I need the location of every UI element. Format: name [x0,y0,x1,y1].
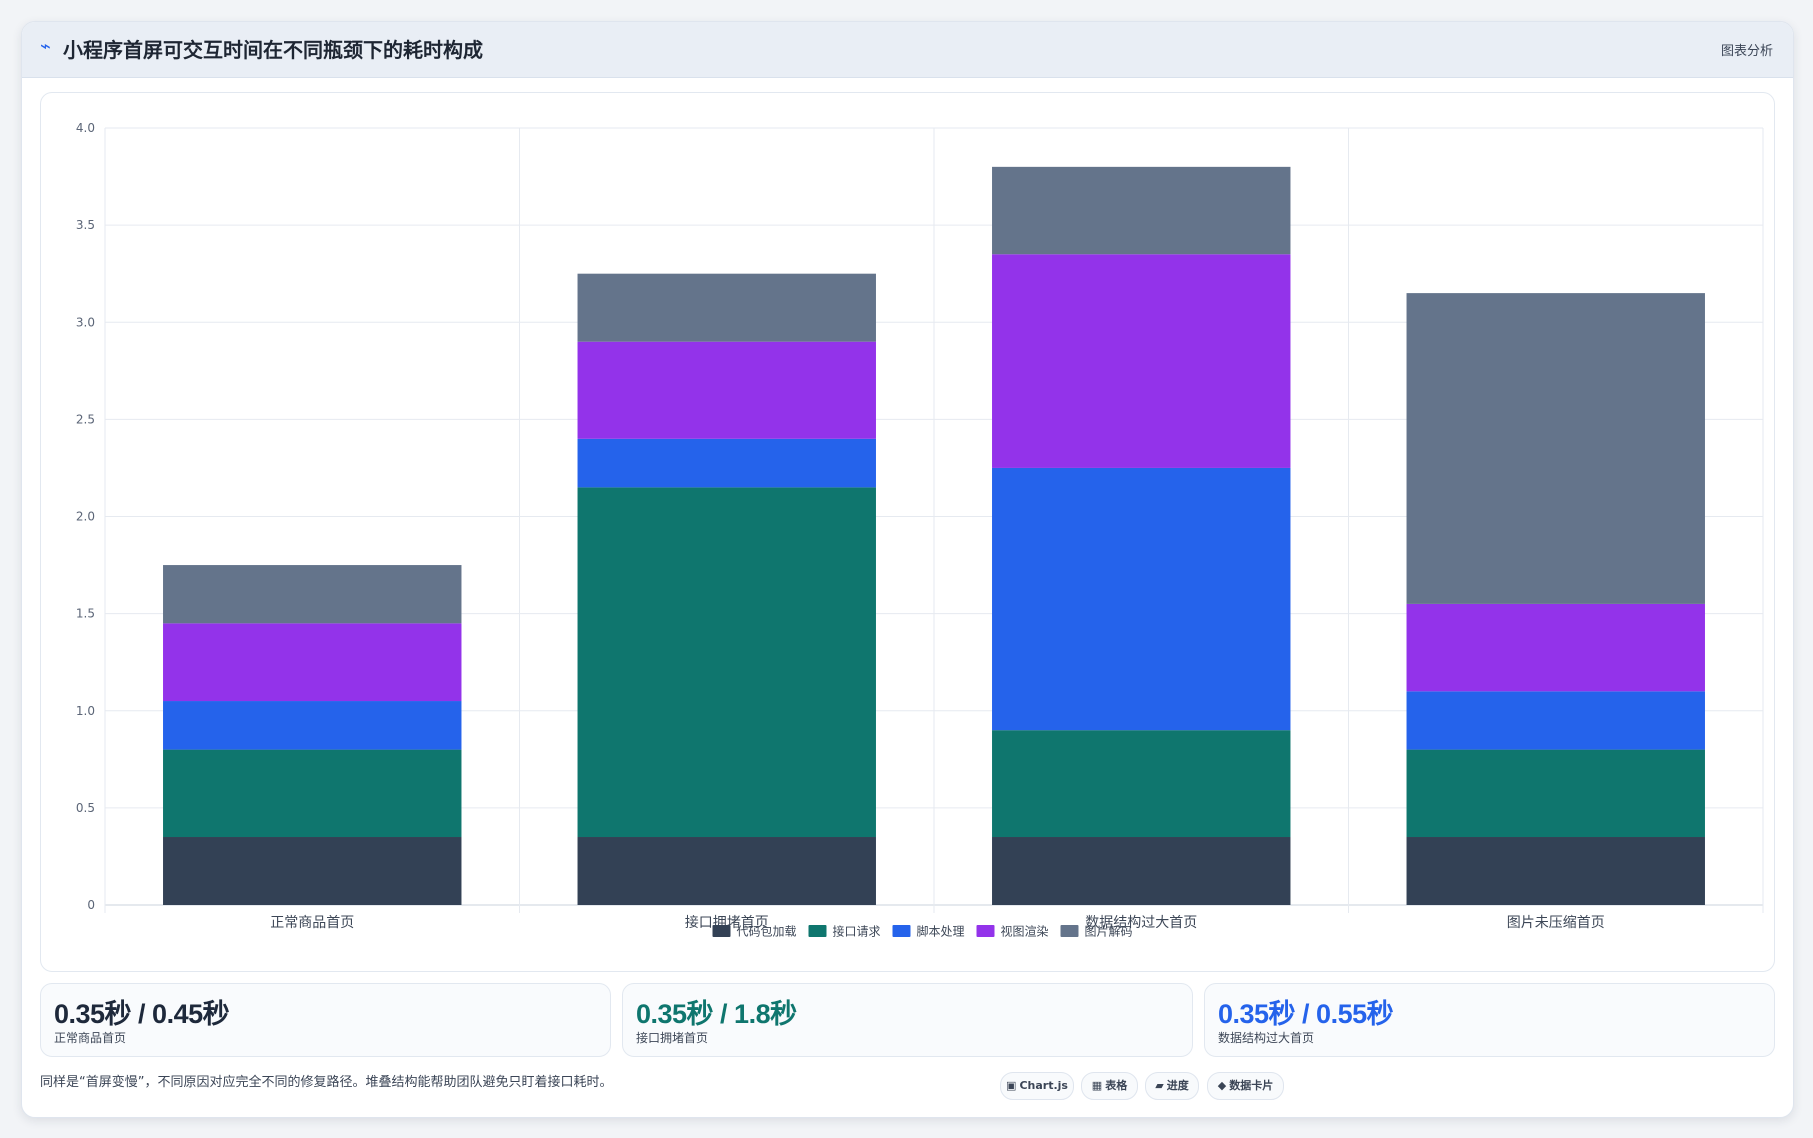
bar-segment [577,341,876,439]
legend-swatch [1060,925,1079,937]
legend-swatch [712,925,731,937]
bar-segment [992,254,1291,468]
chip-label: Chart.js [1019,1079,1068,1092]
legend-swatch [808,925,827,937]
bar-segment [1406,293,1705,604]
chart-panel: 0 0.5 1.0 1.5 2.0 2.5 3.0 3.5 4.0 正常商品首页 接口拥堵首页 数据结… [40,92,1775,972]
bar-segment [163,749,462,838]
bar-segment [992,166,1291,255]
x-tick-label: 正常商品首页 [270,915,354,931]
y-tick-label: 0.5 [76,801,95,815]
stacked-bar-chart: 0 0.5 1.0 1.5 2.0 2.5 3.0 3.5 4.0 正常商品首页 接口拥堵首页 数据结… [76,121,1764,939]
stat-label: 接口拥堵首页 [636,1031,709,1045]
bar-segment [992,730,1291,838]
bar-segment [577,273,876,342]
chip-label: 表格 [1105,1079,1128,1092]
y-tick-label: 3.5 [76,218,95,232]
legend-label: 脚本处理 [917,924,965,939]
chart-analysis-button[interactable]: 图表分析 [1720,44,1773,59]
stat-label: 数据结构过大首页 [1218,1031,1315,1045]
bar-segment [163,837,462,905]
bar-segment [163,623,462,702]
bar-segment [163,701,462,750]
card-header: ⌁ 小程序首屏可交互时间在不同瓶颈下的耗时构成 图表分析 [22,22,1793,78]
bar-segment [1406,691,1705,750]
legend-label: 接口请求 [833,924,881,939]
bar-segment [1406,603,1705,692]
bar-segment [1406,749,1705,838]
stat-card-normal: 0.35秒 / 0.45秒 正常商品首页 [40,983,611,1057]
legend-label: 图片解码 [1085,925,1133,939]
bar-segment [577,438,876,488]
table-icon: ▦ [1091,1079,1103,1092]
bar-segment [577,487,876,838]
chart-title: 小程序首屏可交互时间在不同瓶颈下的耗时构成 [63,38,483,62]
diamond-icon: ◆ [1217,1079,1227,1092]
y-tick-label: 2.0 [76,510,95,524]
stat-value: 0.35秒 / 1.8秒 [636,999,797,1029]
chip-label: 数据卡片 [1229,1079,1274,1092]
chip-table[interactable]: ▦ 表格 [1081,1072,1138,1100]
footer-note: 同样是“首屏变慢”，不同原因对应完全不同的修复路径。堆叠结构能帮助团队避免只盯着… [40,1075,613,1090]
bar-segment [1406,837,1705,905]
y-tick-label: 4.0 [76,121,95,135]
bar-segment [992,837,1291,905]
bar-segment [992,467,1291,731]
chip-progress[interactable]: ▰ 进度 [1145,1072,1199,1100]
stat-label: 正常商品首页 [54,1031,127,1045]
stat-value: 0.35秒 / 0.55秒 [1218,999,1394,1029]
legend-swatch [892,925,911,937]
bar-segment [163,565,462,624]
chart-card: ⌁ 小程序首屏可交互时间在不同瓶颈下的耗时构成 图表分析 0 0.5 1.0 1.5 2… [21,21,1794,1118]
legend-label: 视图渲染 [1001,924,1049,939]
x-tick-label: 接口拥堵首页 [685,914,769,931]
chart-icon: ▣ [1006,1079,1017,1092]
legend-label: 代码包加载 [737,925,797,939]
chip-label: 进度 [1166,1079,1189,1092]
chart-trend-icon: ⌁ [40,36,51,57]
x-tick-label: 数据结构过大首页 [1085,915,1197,931]
progress-icon: ▰ [1155,1079,1164,1092]
y-tick-label: 3.0 [76,315,95,329]
stat-card-large-data: 0.35秒 / 0.55秒 数据结构过大首页 [1204,983,1775,1057]
stat-card-api-congestion: 0.35秒 / 1.8秒 接口拥堵首页 [622,983,1193,1057]
stat-value: 0.35秒 / 0.45秒 [54,999,230,1029]
bar-segment [577,837,876,905]
y-tick-label: 1.0 [76,704,95,718]
y-tick-label: 0 [87,898,95,912]
x-tick-label: 图片未压缩首页 [1507,915,1605,931]
y-tick-label: 2.5 [76,412,95,426]
legend-swatch [976,925,995,937]
y-tick-label: 1.5 [76,607,95,621]
chip-chartjs[interactable]: ▣ Chart.js [1000,1072,1074,1100]
chip-data-card[interactable]: ◆ 数据卡片 [1207,1072,1284,1100]
